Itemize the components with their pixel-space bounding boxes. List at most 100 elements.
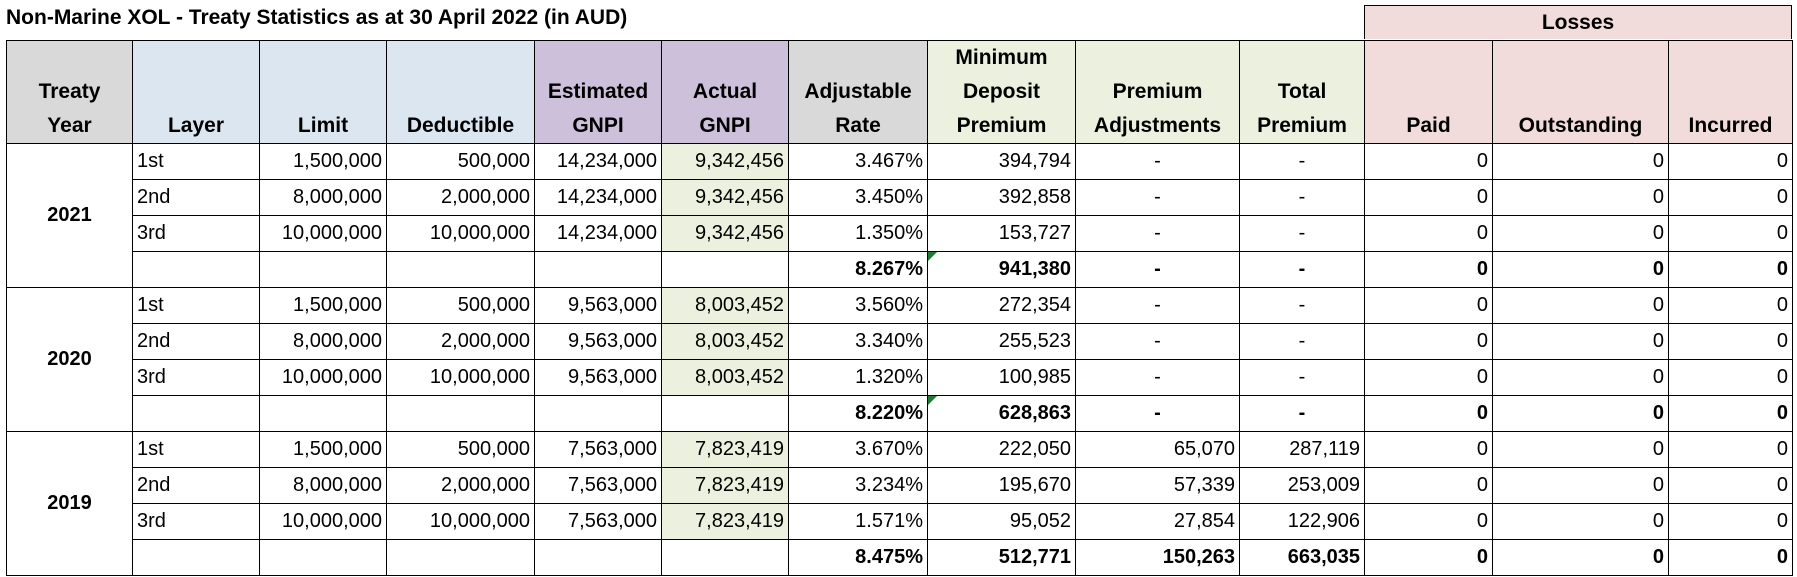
total-total-premium-cell[interactable]: - xyxy=(1239,251,1365,288)
deductible-cell[interactable]: 2,000,000 xyxy=(386,323,535,360)
actual-gnpi-cell[interactable]: 7,823,419 xyxy=(661,503,789,540)
min-deposit-premium-cell[interactable]: 195,670 xyxy=(927,467,1076,504)
min-deposit-premium-cell[interactable]: 392,858 xyxy=(927,179,1076,216)
empty-cell[interactable] xyxy=(661,539,789,576)
estimated-gnpi-cell[interactable]: 14,234,000 xyxy=(534,179,662,216)
header-limit[interactable]: Limit xyxy=(259,40,387,144)
total-premium-cell[interactable]: 122,906 xyxy=(1239,503,1365,540)
losses-group-header[interactable]: Losses xyxy=(1364,5,1792,39)
paid-cell[interactable]: 0 xyxy=(1364,143,1493,180)
header-layer[interactable]: Layer xyxy=(132,40,260,144)
total-total-premium-cell[interactable]: 663,035 xyxy=(1239,539,1365,576)
layer-cell[interactable]: 1st xyxy=(132,143,260,180)
limit-cell[interactable]: 10,000,000 xyxy=(259,215,387,252)
premium-adjustments-cell[interactable]: - xyxy=(1075,323,1240,360)
layer-cell[interactable]: 3rd xyxy=(132,359,260,396)
total-premium-cell[interactable]: - xyxy=(1239,143,1365,180)
total-incurred-cell[interactable]: 0 xyxy=(1668,251,1793,288)
incurred-cell[interactable]: 0 xyxy=(1668,503,1793,540)
actual-gnpi-cell[interactable]: 9,342,456 xyxy=(661,215,789,252)
outstanding-cell[interactable]: 0 xyxy=(1492,503,1669,540)
incurred-cell[interactable]: 0 xyxy=(1668,467,1793,504)
deductible-cell[interactable]: 2,000,000 xyxy=(386,467,535,504)
estimated-gnpi-cell[interactable]: 7,563,000 xyxy=(534,467,662,504)
empty-cell[interactable] xyxy=(132,395,260,432)
empty-cell[interactable] xyxy=(534,539,662,576)
adjustable-rate-cell[interactable]: 1.350% xyxy=(788,215,928,252)
paid-cell[interactable]: 0 xyxy=(1364,503,1493,540)
total-paid-cell[interactable]: 0 xyxy=(1364,395,1493,432)
total-premium-cell[interactable]: 287,119 xyxy=(1239,431,1365,468)
paid-cell[interactable]: 0 xyxy=(1364,431,1493,468)
premium-adjustments-cell[interactable]: - xyxy=(1075,143,1240,180)
total-premium-adjustments-cell[interactable]: - xyxy=(1075,251,1240,288)
empty-cell[interactable] xyxy=(132,539,260,576)
total-premium-cell[interactable]: - xyxy=(1239,323,1365,360)
estimated-gnpi-cell[interactable]: 9,563,000 xyxy=(534,323,662,360)
paid-cell[interactable]: 0 xyxy=(1364,179,1493,216)
adjustable-rate-cell[interactable]: 3.670% xyxy=(788,431,928,468)
min-deposit-premium-cell[interactable]: 255,523 xyxy=(927,323,1076,360)
actual-gnpi-cell[interactable]: 7,823,419 xyxy=(661,431,789,468)
treaty-year-cell[interactable]: 2020 xyxy=(6,287,133,432)
total-min-deposit-premium-cell[interactable]: 512,771 xyxy=(927,539,1076,576)
paid-cell[interactable]: 0 xyxy=(1364,215,1493,252)
adjustable-rate-cell[interactable]: 3.450% xyxy=(788,179,928,216)
adjustable-rate-cell[interactable]: 3.234% xyxy=(788,467,928,504)
premium-adjustments-cell[interactable]: 27,854 xyxy=(1075,503,1240,540)
deductible-cell[interactable]: 2,000,000 xyxy=(386,179,535,216)
limit-cell[interactable]: 1,500,000 xyxy=(259,287,387,324)
actual-gnpi-cell[interactable]: 8,003,452 xyxy=(661,359,789,396)
total-premium-adjustments-cell[interactable]: 150,263 xyxy=(1075,539,1240,576)
empty-cell[interactable] xyxy=(661,395,789,432)
incurred-cell[interactable]: 0 xyxy=(1668,215,1793,252)
total-premium-adjustments-cell[interactable]: - xyxy=(1075,395,1240,432)
estimated-gnpi-cell[interactable]: 7,563,000 xyxy=(534,503,662,540)
total-outstanding-cell[interactable]: 0 xyxy=(1492,539,1669,576)
outstanding-cell[interactable]: 0 xyxy=(1492,215,1669,252)
outstanding-cell[interactable]: 0 xyxy=(1492,359,1669,396)
layer-cell[interactable]: 3rd xyxy=(132,503,260,540)
paid-cell[interactable]: 0 xyxy=(1364,323,1493,360)
estimated-gnpi-cell[interactable]: 9,563,000 xyxy=(534,287,662,324)
total-adjustable-rate-cell[interactable]: 8.475% xyxy=(788,539,928,576)
limit-cell[interactable]: 8,000,000 xyxy=(259,323,387,360)
actual-gnpi-cell[interactable]: 9,342,456 xyxy=(661,179,789,216)
empty-cell[interactable] xyxy=(386,395,535,432)
outstanding-cell[interactable]: 0 xyxy=(1492,143,1669,180)
min-deposit-premium-cell[interactable]: 394,794 xyxy=(927,143,1076,180)
total-premium-cell[interactable]: - xyxy=(1239,215,1365,252)
total-adjustable-rate-cell[interactable]: 8.267% xyxy=(788,251,928,288)
premium-adjustments-cell[interactable]: - xyxy=(1075,179,1240,216)
min-deposit-premium-cell[interactable]: 153,727 xyxy=(927,215,1076,252)
limit-cell[interactable]: 10,000,000 xyxy=(259,359,387,396)
empty-cell[interactable] xyxy=(259,539,387,576)
empty-cell[interactable] xyxy=(386,251,535,288)
header-premium-adjustments[interactable]: Premium Adjustments xyxy=(1075,40,1240,144)
empty-cell[interactable] xyxy=(132,251,260,288)
actual-gnpi-cell[interactable]: 7,823,419 xyxy=(661,467,789,504)
empty-cell[interactable] xyxy=(534,395,662,432)
empty-cell[interactable] xyxy=(661,251,789,288)
layer-cell[interactable]: 2nd xyxy=(132,467,260,504)
min-deposit-premium-cell[interactable]: 100,985 xyxy=(927,359,1076,396)
limit-cell[interactable]: 1,500,000 xyxy=(259,143,387,180)
header-paid[interactable]: Paid xyxy=(1364,40,1493,144)
limit-cell[interactable]: 8,000,000 xyxy=(259,467,387,504)
incurred-cell[interactable]: 0 xyxy=(1668,323,1793,360)
header-adjustable-rate[interactable]: Adjustable Rate xyxy=(788,40,928,144)
incurred-cell[interactable]: 0 xyxy=(1668,359,1793,396)
adjustable-rate-cell[interactable]: 3.340% xyxy=(788,323,928,360)
total-incurred-cell[interactable]: 0 xyxy=(1668,539,1793,576)
total-min-deposit-premium-cell[interactable]: 941,380 xyxy=(927,251,1076,288)
header-estimated-gnpi[interactable]: Estimated GNPI xyxy=(534,40,662,144)
actual-gnpi-cell[interactable]: 9,342,456 xyxy=(661,143,789,180)
paid-cell[interactable]: 0 xyxy=(1364,467,1493,504)
empty-cell[interactable] xyxy=(386,539,535,576)
deductible-cell[interactable]: 500,000 xyxy=(386,431,535,468)
layer-cell[interactable]: 2nd xyxy=(132,323,260,360)
total-adjustable-rate-cell[interactable]: 8.220% xyxy=(788,395,928,432)
total-premium-cell[interactable]: 253,009 xyxy=(1239,467,1365,504)
incurred-cell[interactable]: 0 xyxy=(1668,143,1793,180)
layer-cell[interactable]: 1st xyxy=(132,431,260,468)
